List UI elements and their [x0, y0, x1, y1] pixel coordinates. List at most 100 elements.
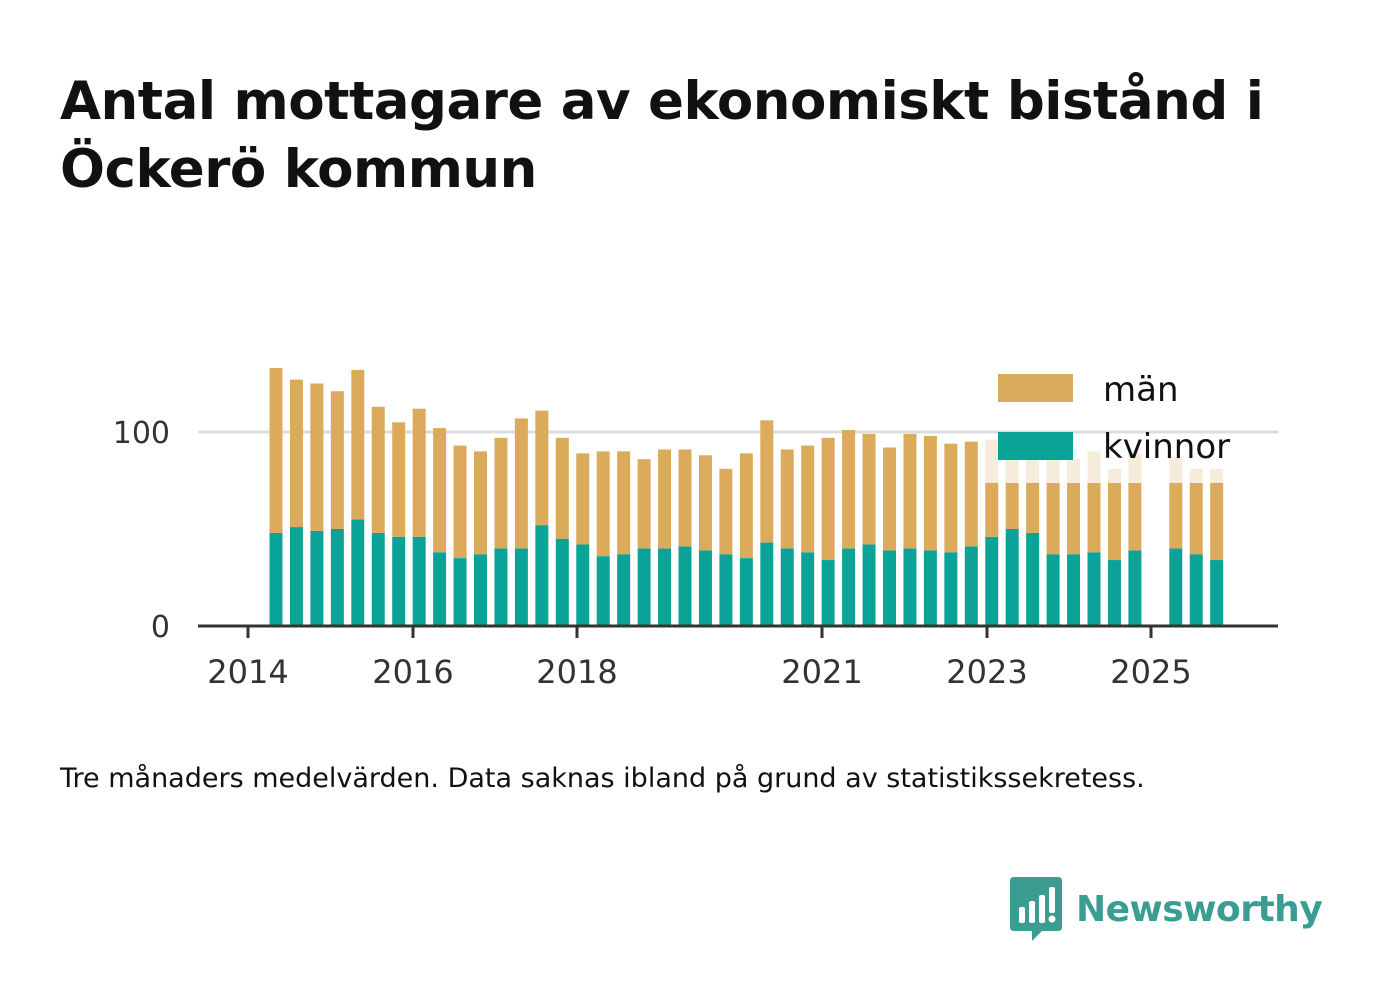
bar-man: [330, 391, 344, 529]
bar-man-faded: [1210, 468, 1224, 483]
bar-man: [821, 437, 835, 561]
bar-kvinnor: [289, 527, 303, 626]
bar-kvinnor: [1210, 560, 1224, 626]
bar-man: [412, 408, 426, 537]
bar-kvinnor: [698, 550, 712, 626]
bar-kvinnor: [1189, 554, 1203, 626]
bar-man: [1128, 483, 1142, 551]
bar-man: [1026, 483, 1040, 533]
bar-kvinnor: [330, 529, 344, 626]
bar-man: [576, 453, 590, 545]
bar-man: [1107, 483, 1121, 561]
bar-man: [494, 437, 508, 549]
bar-kvinnor: [310, 530, 324, 626]
x-tick-label: 2023: [946, 653, 1027, 691]
bar-kvinnor: [1087, 552, 1101, 626]
bar-man: [719, 468, 733, 555]
bar-kvinnor: [637, 548, 651, 626]
bar-man: [862, 433, 876, 545]
bar-man: [883, 447, 896, 551]
bar-man: [351, 369, 365, 520]
y-tick-label: 0: [151, 610, 170, 645]
bar-man: [289, 379, 303, 528]
bar-man: [555, 437, 569, 539]
bar-man: [1005, 483, 1019, 529]
bar-kvinnor: [433, 552, 447, 626]
bar-man: [739, 453, 753, 559]
bar-kvinnor: [985, 536, 999, 626]
bar-man-faded: [1169, 457, 1183, 483]
bar-man: [617, 451, 631, 555]
x-tick-label: 2016: [372, 653, 453, 691]
bar-man: [1189, 483, 1203, 555]
bar-kvinnor: [617, 554, 631, 626]
legend-label-man: män: [1103, 370, 1179, 410]
bar-kvinnor: [453, 558, 467, 626]
bar-kvinnor: [801, 552, 815, 626]
bar-man: [474, 451, 487, 555]
bar-kvinnor: [1169, 548, 1183, 626]
x-tick-label: 2021: [781, 653, 862, 691]
bar-kvinnor: [1067, 554, 1081, 626]
bar-man: [903, 433, 917, 549]
footnote: Tre månaders medelvärden. Data saknas ib…: [60, 763, 1145, 794]
bar-man: [801, 445, 815, 553]
bar-kvinnor: [964, 546, 978, 626]
bar-man: [535, 410, 549, 526]
bar-man: [1067, 483, 1081, 555]
bar-kvinnor: [474, 554, 487, 626]
bar-man: [637, 459, 651, 549]
x-tick-label: 2025: [1110, 653, 1191, 691]
bar-man: [944, 443, 958, 553]
bar-man: [1169, 483, 1183, 549]
bar-kvinnor: [1026, 532, 1040, 626]
bar-man: [1210, 483, 1224, 561]
bar-kvinnor: [514, 548, 528, 626]
bar-man-faded: [1067, 459, 1081, 483]
brand-logo: Newsworthy: [1010, 876, 1323, 942]
bar-kvinnor: [1005, 529, 1019, 626]
bar-kvinnor: [555, 538, 569, 626]
bar-kvinnor: [862, 544, 876, 626]
bar-kvinnor: [678, 546, 692, 626]
bar-man: [658, 449, 672, 549]
bar-kvinnor: [535, 525, 549, 626]
bar-man: [698, 455, 712, 551]
bar-man: [371, 406, 385, 533]
bar-kvinnor: [821, 560, 835, 626]
brand-name: Newsworthy: [1076, 888, 1323, 930]
legend-label-kvinnor: kvinnor: [1103, 427, 1230, 467]
bar-man: [964, 441, 978, 547]
bar-kvinnor: [351, 519, 365, 626]
x-tick-label: 2014: [207, 653, 288, 691]
bar-chart-speech-bubble-icon: [1010, 877, 1062, 941]
y-tick-label: 100: [113, 416, 170, 451]
bar-kvinnor: [1107, 560, 1121, 626]
bar-kvinnor: [392, 536, 406, 626]
bar-kvinnor: [658, 548, 672, 626]
legend-swatch-kvinnor: [998, 432, 1073, 460]
bar-kvinnor: [842, 548, 856, 626]
bar-man: [1087, 483, 1101, 553]
bar-kvinnor: [780, 548, 794, 626]
bar-kvinnor: [719, 554, 733, 626]
bar-kvinnor: [883, 550, 896, 626]
bar-kvinnor: [923, 550, 937, 626]
bar-kvinnor: [903, 548, 917, 626]
bar-kvinnor: [371, 532, 385, 626]
bar-kvinnor: [739, 558, 753, 626]
bar-man: [392, 422, 406, 537]
bar-man: [310, 383, 324, 531]
bar-man: [985, 483, 999, 537]
bar-man: [514, 418, 528, 549]
bar-kvinnor: [576, 544, 590, 626]
bar-man-faded: [1046, 457, 1060, 483]
bar-man-faded: [1128, 453, 1142, 483]
bar-kvinnor: [494, 548, 508, 626]
chart-title: Antal mottagare av ekonomiskt bistånd i …: [60, 71, 1264, 200]
bar-man: [780, 449, 794, 549]
bar-man: [1046, 483, 1060, 555]
bar-kvinnor: [760, 542, 774, 626]
bar-man: [596, 451, 610, 557]
